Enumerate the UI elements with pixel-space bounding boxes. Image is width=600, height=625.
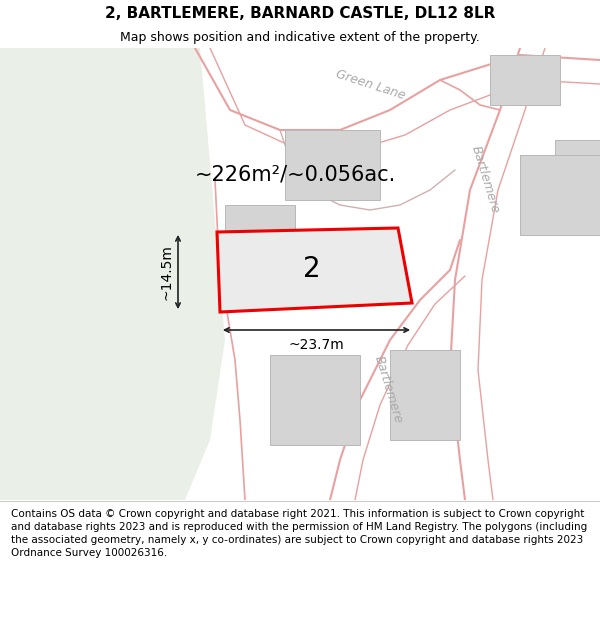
Polygon shape <box>225 205 295 295</box>
Text: Map shows position and indicative extent of the property.: Map shows position and indicative extent… <box>120 31 480 44</box>
Text: ~226m²/~0.056ac.: ~226m²/~0.056ac. <box>194 165 395 185</box>
Text: 2, BARTLEMERE, BARNARD CASTLE, DL12 8LR: 2, BARTLEMERE, BARNARD CASTLE, DL12 8LR <box>105 6 495 21</box>
Text: Bartlemere: Bartlemere <box>469 144 502 216</box>
Polygon shape <box>390 350 460 440</box>
Text: ~23.7m: ~23.7m <box>289 338 344 352</box>
Text: Bartlemere: Bartlemere <box>371 354 404 426</box>
Polygon shape <box>217 228 412 312</box>
Polygon shape <box>555 140 600 210</box>
Polygon shape <box>520 155 600 235</box>
Text: Green Lane: Green Lane <box>334 68 406 102</box>
Text: ~14.5m: ~14.5m <box>159 244 173 300</box>
Polygon shape <box>270 355 360 445</box>
Polygon shape <box>0 48 225 500</box>
Polygon shape <box>490 55 560 105</box>
Text: Contains OS data © Crown copyright and database right 2021. This information is : Contains OS data © Crown copyright and d… <box>11 509 587 558</box>
Polygon shape <box>285 130 380 200</box>
Text: 2: 2 <box>303 255 320 282</box>
